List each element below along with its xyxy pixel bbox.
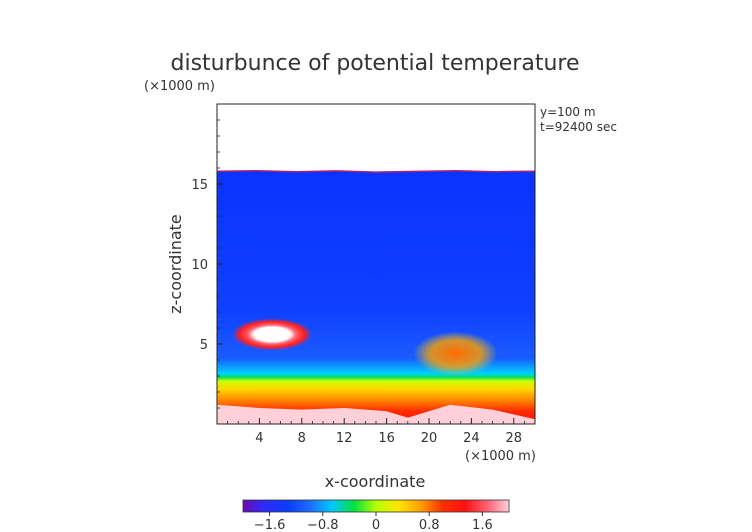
y-axis-label: z-coordinate (166, 214, 185, 314)
colorbar-tick-label: 1.6 (472, 518, 493, 532)
y-unit-label: (×1000 m) (144, 79, 215, 94)
warm-anomaly (232, 318, 313, 351)
x-tick-label: 20 (421, 431, 438, 446)
y-tick-label: 10 (191, 258, 208, 273)
surface-layer (217, 404, 535, 424)
y-axis-ticks: 5 10 15 (191, 119, 223, 409)
x-axis-label: x-coordinate (325, 472, 426, 491)
annotation-time: t=92400 sec (540, 120, 617, 134)
y-tick-label: 5 (200, 338, 208, 353)
x-tick-label: 8 (298, 431, 306, 446)
x-tick-label: 28 (506, 431, 523, 446)
x-axis-ticks: 4 8 12 16 20 24 28 (227, 418, 525, 446)
field-top-edge (217, 169, 535, 173)
colorbar (242, 499, 510, 513)
x-tick-label: 24 (463, 431, 480, 446)
plot-area (217, 169, 535, 424)
warm-pocket (413, 331, 498, 376)
y-tick-label: 15 (191, 178, 208, 193)
colorbar-tick-label: 0 (372, 518, 380, 532)
chart-title: disturbunce of potential temperature (171, 51, 580, 76)
temperature-field (217, 170, 535, 424)
colorbar-tick-label: −0.8 (307, 518, 339, 532)
colorbar-tick-label: −1.6 (254, 518, 286, 532)
x-tick-label: 12 (336, 431, 353, 446)
annotations: y=100 m t=92400 sec (540, 105, 617, 134)
x-tick-label: 4 (255, 431, 263, 446)
annotation-y-position: y=100 m (540, 105, 596, 119)
x-tick-label: 16 (378, 431, 395, 446)
colorbar-ticks: −1.6 −0.8 0 0.8 1.6 (254, 512, 493, 532)
x-unit-label: (×1000 m) (465, 449, 536, 464)
colorbar-tick-label: 0.8 (419, 518, 440, 532)
